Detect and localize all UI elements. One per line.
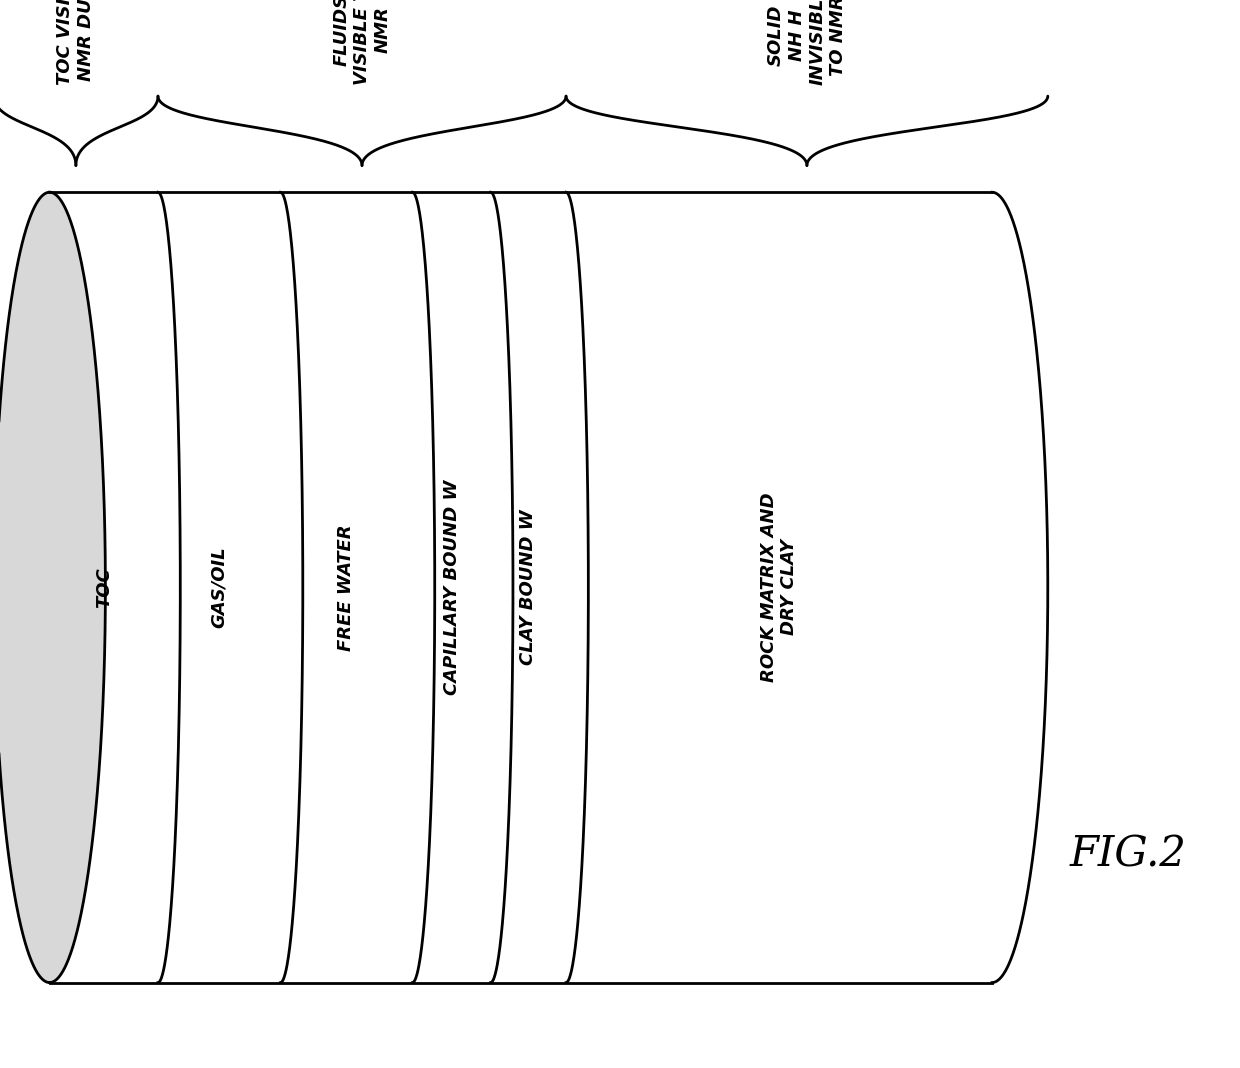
Text: GAS/OIL: GAS/OIL: [211, 547, 228, 628]
Text: CAPILLARY BOUND W: CAPILLARY BOUND W: [443, 480, 460, 695]
Text: TOC: TOC: [94, 567, 113, 608]
Text: TOC VISIBLE TO
NMR DUE TO H: TOC VISIBLE TO NMR DUE TO H: [57, 0, 95, 85]
Text: CLAY BOUND W: CLAY BOUND W: [520, 509, 537, 665]
Polygon shape: [50, 192, 992, 983]
Polygon shape: [0, 192, 105, 983]
Text: ROCK MATRIX AND
DRY CLAY: ROCK MATRIX AND DRY CLAY: [760, 492, 799, 682]
Text: FIG.2: FIG.2: [1070, 833, 1187, 876]
Text: FLUIDS
VISIBLE TO
NMR: FLUIDS VISIBLE TO NMR: [332, 0, 392, 85]
Text: SOLID
NH H
INVISIBLE
TO NMR: SOLID NH H INVISIBLE TO NMR: [766, 0, 847, 85]
Polygon shape: [936, 192, 1048, 983]
Text: FREE WATER: FREE WATER: [337, 524, 356, 650]
